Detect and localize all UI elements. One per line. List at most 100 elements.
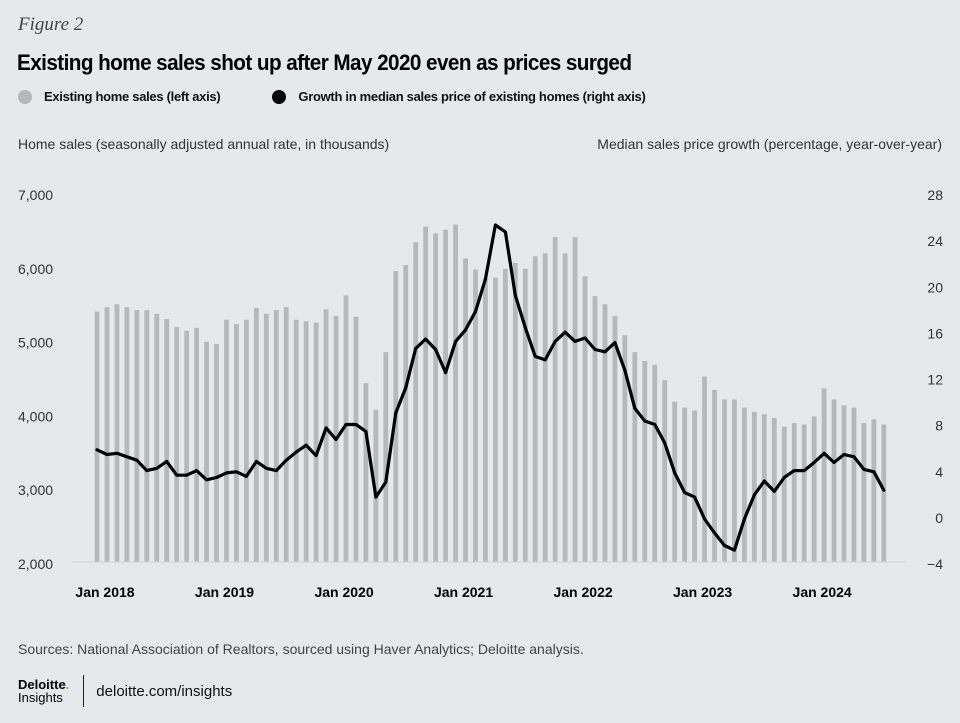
left-axis-ticks: 7,000 6,000 5,000 4,000 3,000 2,000 [18, 187, 53, 572]
sales-bar [841, 405, 847, 562]
sales-bar [144, 310, 150, 562]
sales-bar [244, 319, 249, 562]
right-tick-label: 16 [927, 325, 943, 341]
x-tick-label: Jan 2020 [314, 584, 373, 600]
right-tick-label: 28 [927, 187, 943, 203]
sales-bar [283, 307, 289, 562]
sales-bar [343, 295, 349, 562]
right-tick-label: 12 [927, 372, 943, 388]
sales-bar [114, 304, 120, 562]
sales-bar [214, 344, 219, 562]
sales-bar [134, 310, 140, 562]
sales-bar [164, 318, 170, 562]
sales-bar [642, 361, 648, 562]
sales-bar [273, 310, 279, 562]
sales-bar [224, 319, 229, 562]
sales-bar [532, 256, 538, 562]
sales-bar [522, 268, 528, 562]
black-dot-icon [272, 89, 287, 104]
legend-label-growth: Growth in median sales price of existing… [298, 89, 646, 104]
sales-bar [592, 296, 598, 562]
sales-bar [463, 258, 468, 562]
chart-title: Existing home sales shot up after May 20… [17, 50, 632, 75]
left-axis-title: Home sales (seasonally adjusted annual r… [18, 136, 390, 152]
sales-bar [104, 307, 110, 562]
sales-bar [732, 399, 737, 562]
sales-bar [572, 237, 578, 563]
legend-item-sales: Existing home sales (left axis) [18, 89, 221, 104]
sales-bar [652, 364, 658, 562]
sales-bar [363, 383, 369, 562]
brand-name: Deloitte [18, 677, 66, 692]
sales-bar [831, 399, 837, 562]
brand-sub: Insights [18, 690, 63, 705]
sales-bar [483, 278, 488, 562]
right-tick-label: 4 [935, 464, 943, 480]
right-tick-label: −4 [927, 556, 943, 572]
bar-series-sales [94, 224, 887, 563]
sales-bar [433, 233, 439, 562]
sales-bar [502, 268, 508, 562]
figure-label: Figure 2 [18, 14, 84, 35]
sales-bar [801, 424, 807, 562]
sales-bar [204, 341, 209, 562]
sales-bar [722, 399, 727, 562]
x-tick-label: Jan 2023 [673, 584, 732, 600]
sales-bar [692, 410, 697, 562]
sales-bar [542, 253, 548, 562]
sales-bar [383, 352, 389, 562]
right-tick-label: 24 [927, 233, 943, 249]
left-tick-label: 6,000 [18, 261, 53, 277]
sales-bar [124, 307, 130, 562]
sales-bar [253, 307, 259, 562]
sales-bar [443, 229, 448, 562]
sales-bar [293, 319, 299, 562]
sales-bar [453, 224, 458, 562]
sales-bar [94, 311, 100, 562]
right-axis-ticks: 28 24 20 16 12 8 4 0 −4 [927, 187, 943, 572]
legend-item-growth: Growth in median sales price of existing… [272, 89, 646, 104]
sales-bar [373, 409, 379, 562]
x-axis-ticks: Jan 2018 Jan 2019 Jan 2020 Jan 2021 Jan 2022… [75, 584, 851, 600]
right-tick-label: 0 [935, 510, 943, 526]
x-tick-label: Jan 2019 [195, 584, 254, 600]
sales-bar [751, 411, 757, 562]
x-tick-label: Jan 2018 [75, 584, 134, 600]
sales-bar [582, 276, 588, 562]
deloitte-insights-link[interactable]: deloitte.com/insights [96, 682, 233, 700]
sales-bar [303, 321, 309, 562]
sales-bar [742, 407, 747, 562]
sales-bar [662, 380, 668, 562]
sales-bar [702, 376, 707, 562]
sales-bar [602, 304, 608, 562]
brand-green-dot: . [65, 677, 70, 692]
sales-bar [811, 416, 817, 562]
sales-bar [234, 324, 239, 562]
sales-bar [861, 423, 867, 562]
sales-bar [871, 419, 877, 562]
deloitte-insights-logo: Deloitte. Insights [18, 678, 69, 704]
sales-bar [263, 313, 269, 562]
sales-bar [791, 423, 797, 562]
sales-bar [682, 407, 688, 562]
sales-bar [612, 316, 618, 562]
x-tick-label: Jan 2024 [793, 584, 852, 600]
sales-bar [761, 414, 767, 562]
sales-bar [881, 424, 887, 562]
sales-bar [622, 335, 628, 562]
legend-label-sales: Existing home sales (left axis) [44, 89, 221, 104]
sales-bar [493, 277, 498, 562]
x-tick-label: Jan 2021 [434, 584, 493, 600]
sales-bar [174, 327, 180, 562]
sales-bar [672, 401, 678, 562]
sales-bar [184, 330, 190, 562]
sales-bar [851, 407, 857, 562]
sales-bar [423, 226, 429, 562]
sources-note: Sources: National Association of Realtor… [18, 641, 584, 657]
sales-bar [313, 322, 319, 562]
right-tick-label: 8 [935, 418, 943, 434]
left-tick-label: 3,000 [18, 482, 53, 498]
left-tick-label: 4,000 [18, 408, 53, 424]
sales-bar [403, 265, 409, 562]
